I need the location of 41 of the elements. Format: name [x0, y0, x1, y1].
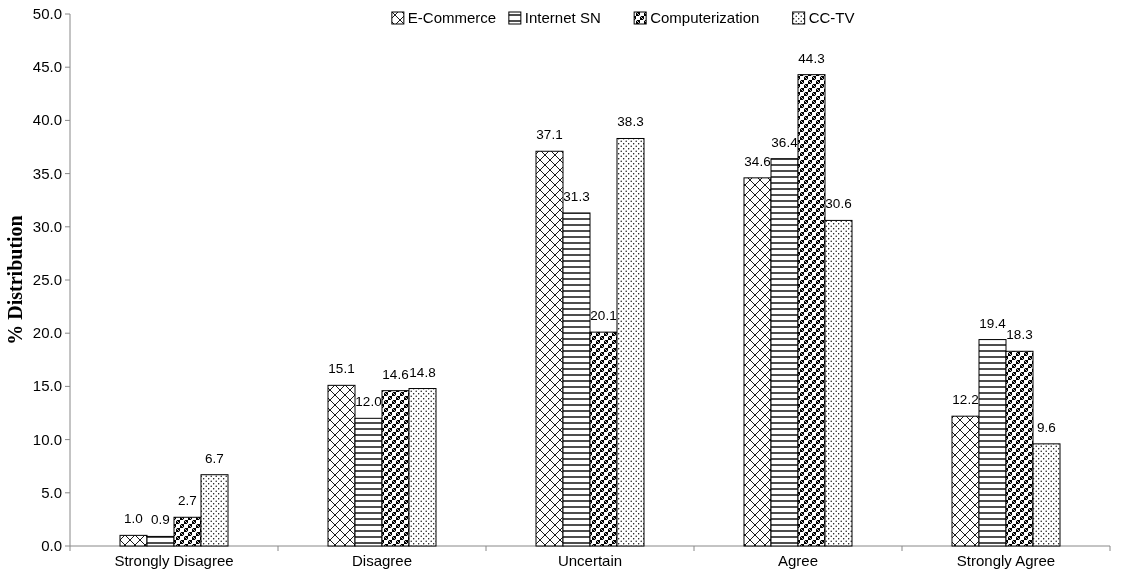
legend-label: E-Commerce	[407, 9, 497, 26]
x-tick-label: Strongly Disagree	[114, 552, 234, 569]
x-tick-label: Disagree	[351, 552, 413, 569]
data-label: 30.6	[825, 196, 852, 212]
data-label: 36.4	[771, 134, 799, 150]
y-tick-label: 15.0	[32, 377, 62, 395]
data-label: 14.6	[382, 366, 409, 382]
data-label: 38.3	[617, 114, 644, 130]
data-label: 19.4	[979, 315, 1007, 331]
data-label: 1.0	[124, 511, 143, 527]
x-tick-label: Agree	[777, 552, 819, 569]
legend-label: Computerization	[650, 9, 760, 26]
data-label: 6.7	[205, 450, 224, 466]
data-label: 12.0	[355, 394, 382, 410]
y-tick-label: 30.0	[32, 217, 62, 235]
y-tick-label: 5.0	[41, 483, 62, 501]
data-label: 20.1	[590, 308, 617, 324]
legend-label: CC-TV	[808, 9, 855, 26]
x-tick-label: Uncertain	[557, 552, 623, 569]
data-label: 34.6	[744, 153, 771, 169]
y-tick-label: 25.0	[32, 271, 62, 288]
data-label: 9.6	[1037, 419, 1056, 435]
x-tick-label: Strongly Agree	[956, 552, 1056, 569]
y-tick-label: 10.0	[32, 430, 62, 448]
data-label: 31.3	[563, 188, 590, 204]
data-label: 12.2	[952, 392, 979, 408]
data-label: 44.3	[798, 50, 825, 66]
data-label: 18.3	[1006, 327, 1033, 343]
data-label: 14.8	[409, 364, 436, 380]
y-tick-label: 20.0	[32, 324, 62, 342]
data-label: 2.7	[178, 493, 197, 509]
y-tick-label: 35.0	[32, 164, 62, 182]
data-label: 37.1	[536, 127, 563, 143]
y-tick-label: 0.0	[41, 537, 62, 554]
y-tick-label: 50.0	[32, 5, 62, 22]
data-label: 0.9	[151, 512, 170, 528]
y-tick-label: 45.0	[32, 58, 62, 76]
y-tick-label: 40.0	[32, 111, 62, 129]
y-axis-title: % Distribution	[4, 215, 26, 345]
data-label: 15.1	[328, 361, 355, 377]
legend-label: Internet SN	[524, 9, 601, 26]
